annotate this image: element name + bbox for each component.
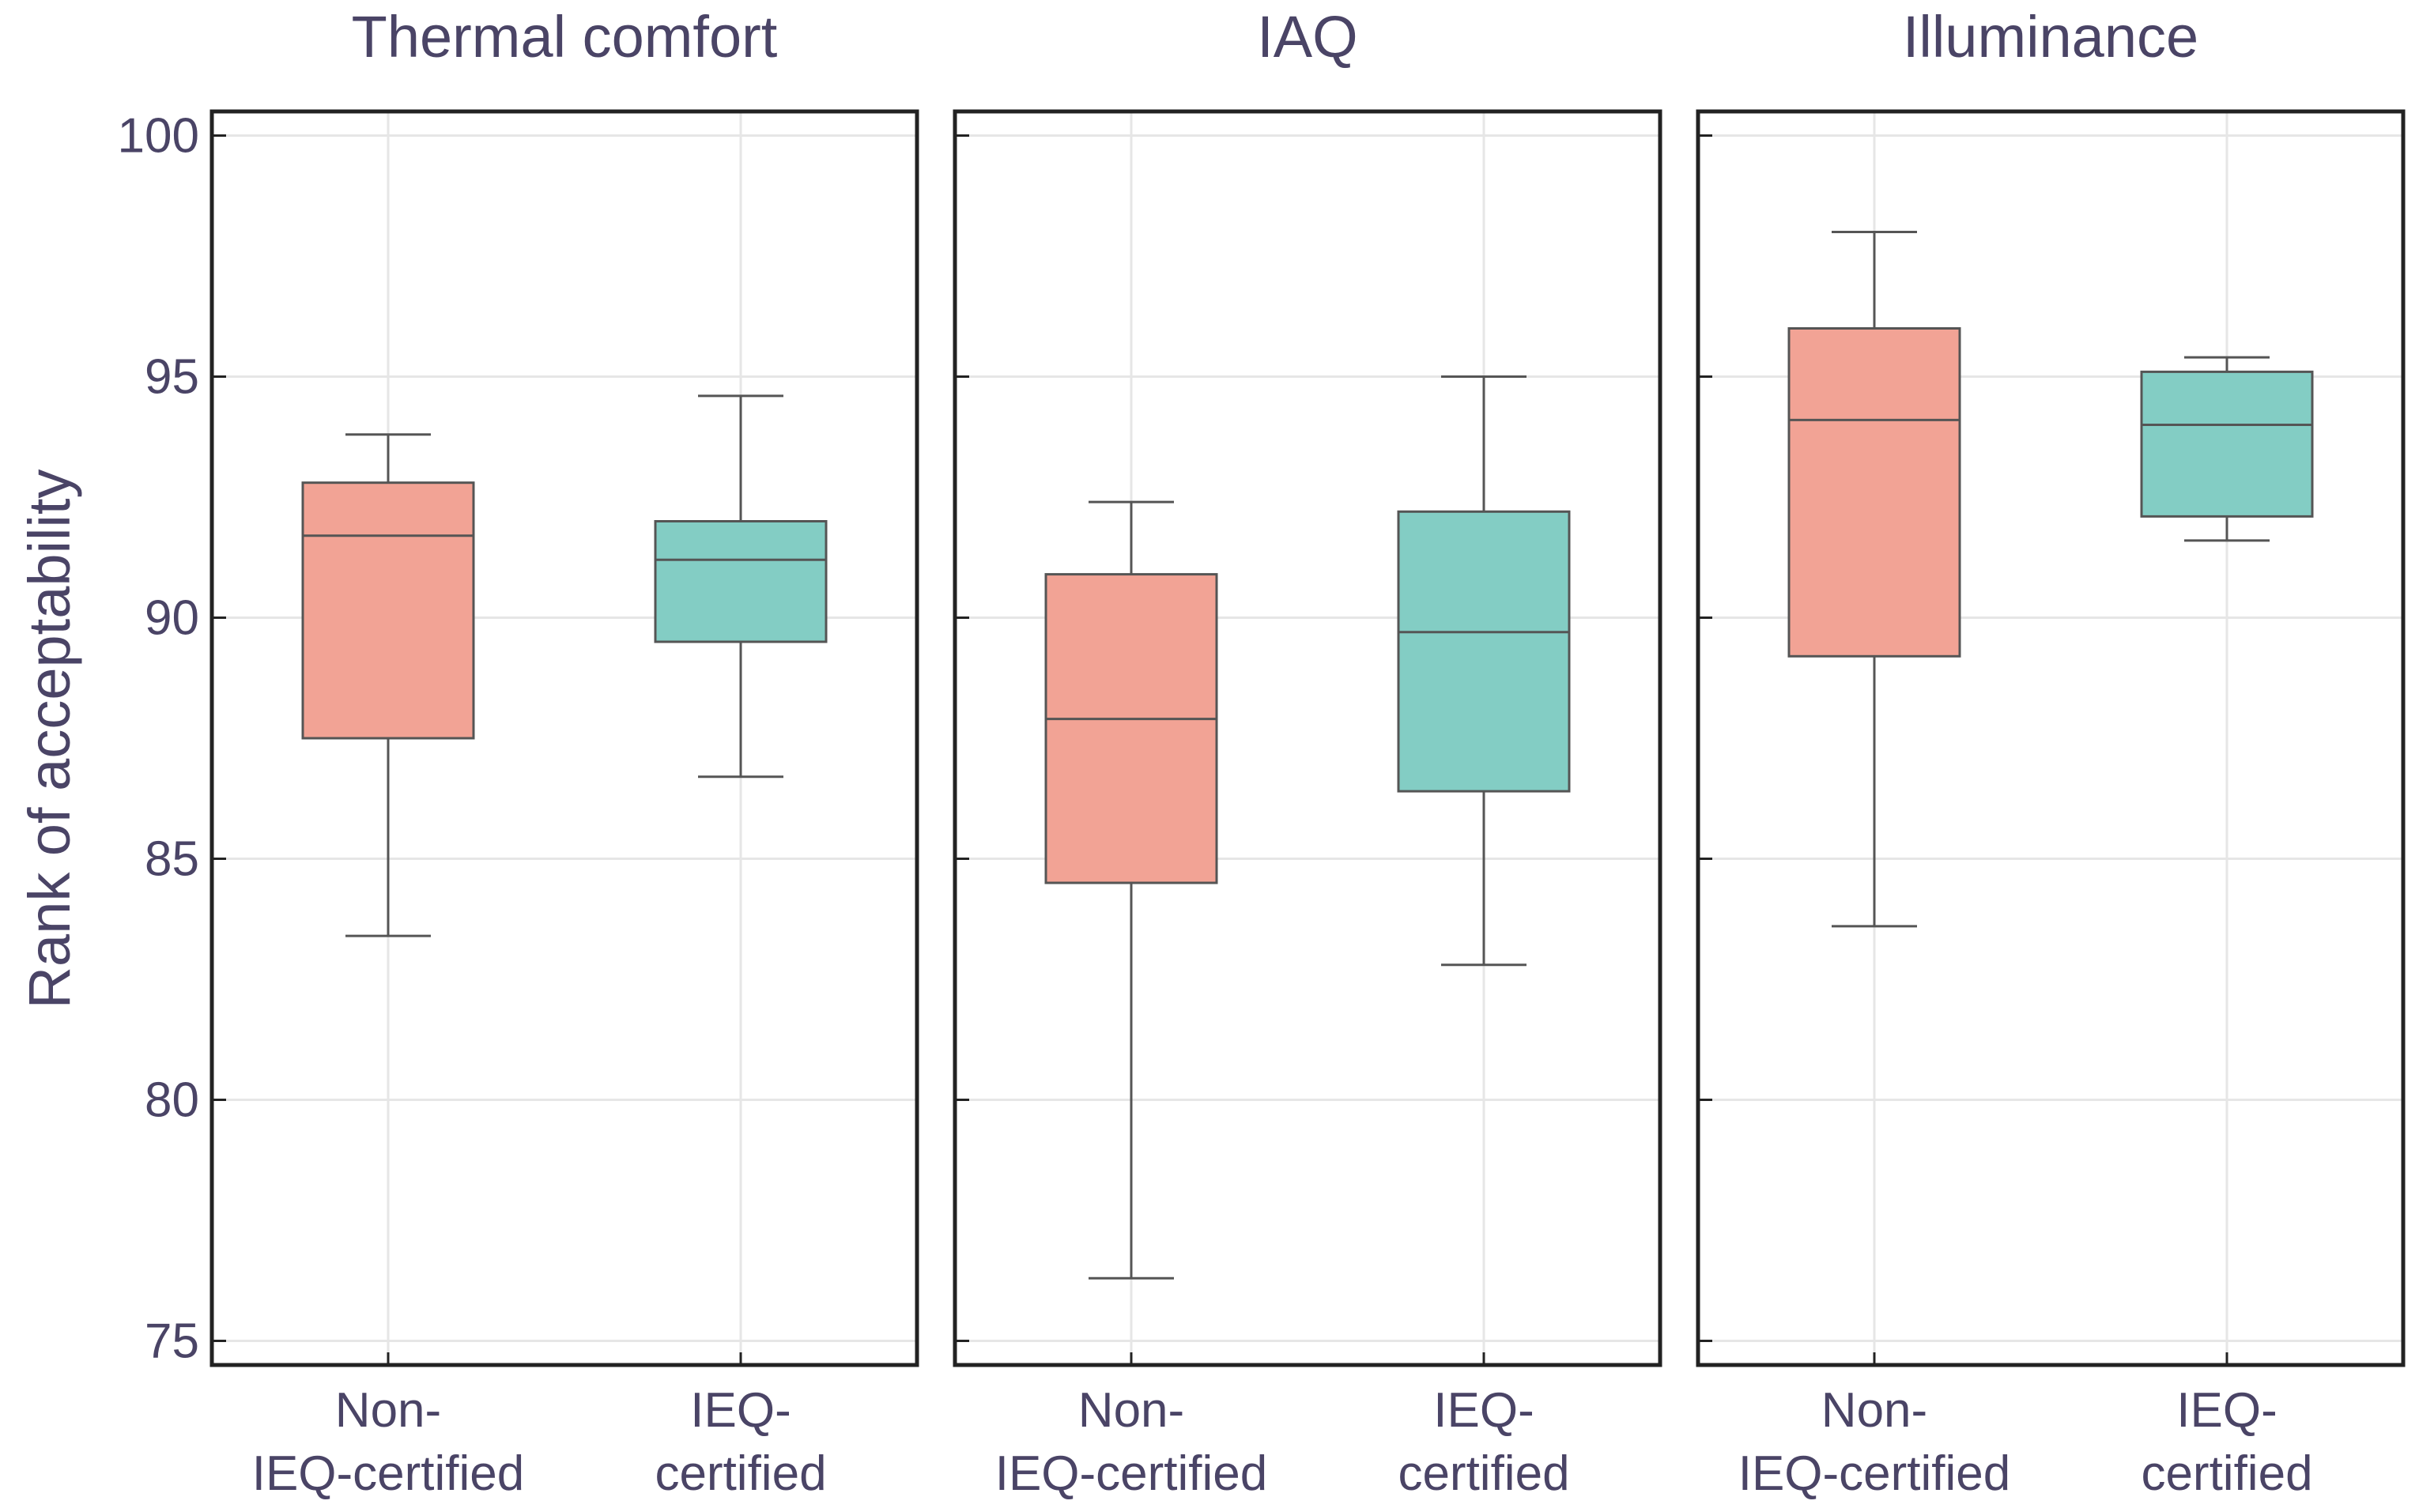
y-tick-label: 85 xyxy=(145,832,199,887)
x-tick-label: IEQ- xyxy=(2176,1383,2277,1438)
x-tick-label: certified xyxy=(2141,1446,2312,1501)
y-tick-label: 80 xyxy=(145,1073,199,1128)
panel-title: Thermal comfort xyxy=(352,4,778,70)
panel-title: Illuminance xyxy=(1903,4,2198,70)
box-layer xyxy=(301,231,2314,1280)
x-tick-label: IEQ- xyxy=(690,1383,791,1438)
y-tick-label: 100 xyxy=(118,109,199,164)
grid-layer xyxy=(212,111,2403,1365)
x-tick-label: certified xyxy=(655,1446,826,1501)
y-tick-label: 90 xyxy=(145,591,199,646)
panel-frame xyxy=(953,109,1662,1367)
box-iqr xyxy=(654,520,828,643)
y-tick-label: 75 xyxy=(145,1314,199,1369)
box-iqr xyxy=(1787,327,1961,658)
x-tick-label: certified xyxy=(1398,1446,1569,1501)
x-tick-label: Non- xyxy=(1821,1383,1927,1438)
box-iqr xyxy=(1044,573,1218,884)
x-tick-label: Non- xyxy=(335,1383,441,1438)
x-tick-label: IEQ- xyxy=(1433,1383,1534,1438)
box-iqr xyxy=(1397,510,1571,793)
x-tick-label: Non- xyxy=(1078,1383,1184,1438)
y-axis-label: Rank of acceptability xyxy=(17,469,82,1009)
text-layer: Thermal comfort Non- IEQ-certified IEQ-cert… xyxy=(118,4,2313,1501)
x-tick-label: IEQ-certified xyxy=(252,1446,525,1501)
panel-frame xyxy=(209,109,919,1367)
box-iqr xyxy=(301,481,475,740)
frame-layer xyxy=(209,109,2406,1367)
panel-frame xyxy=(1696,109,2406,1367)
box-iqr xyxy=(2140,370,2314,518)
y-tick-label: 95 xyxy=(145,350,199,405)
x-tick-label: IEQ-certified xyxy=(995,1446,1268,1501)
panel-title: IAQ xyxy=(1257,4,1357,70)
x-tick-label: IEQ-certified xyxy=(1738,1446,2011,1501)
